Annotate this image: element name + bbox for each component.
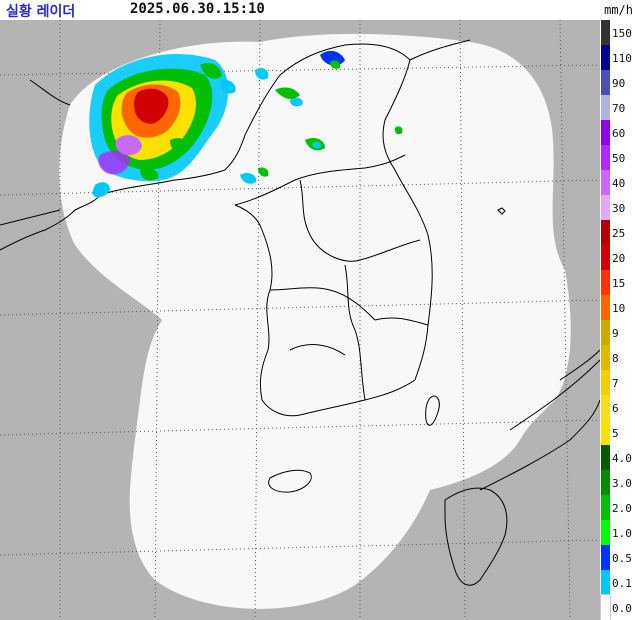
legend-label: 0.1 — [612, 576, 632, 590]
legend-swatch — [601, 320, 610, 345]
legend-swatch — [601, 220, 610, 245]
legend-label: 25 — [612, 226, 626, 240]
legend-swatch — [601, 195, 610, 220]
legend-swatch — [601, 495, 610, 520]
legend-swatch — [601, 145, 610, 170]
legend-swatch — [601, 270, 610, 295]
legend-label: 50 — [612, 151, 626, 165]
legend-swatch — [601, 245, 610, 270]
legend-swatch — [601, 120, 610, 145]
legend-label: 6 — [612, 401, 619, 415]
legend-label: 4.0 — [612, 451, 632, 465]
legend-label: 0.5 — [612, 551, 632, 565]
graticule — [0, 20, 600, 620]
legend-swatch — [601, 370, 610, 395]
legend-label: 20 — [612, 251, 626, 265]
legend-swatch — [601, 170, 610, 195]
legend-label: 1.0 — [612, 526, 632, 540]
radar-coverage-area — [59, 33, 571, 609]
legend-label: 9 — [612, 326, 619, 340]
legend-label: 2.0 — [612, 501, 632, 515]
legend-label: 90 — [612, 76, 626, 90]
radar-map — [0, 20, 600, 620]
precipitation-legend: 150 110 90 70 60 50 40 30 25 20 15 10 9 8 7 6 5 4.0 3.0 2.0… — [600, 20, 635, 620]
legend-swatch — [601, 20, 610, 45]
legend-swatch — [601, 95, 610, 120]
legend-label: 15 — [612, 276, 626, 290]
legend-label: 3.0 — [612, 476, 632, 490]
legend-swatch — [601, 420, 610, 445]
legend-label: 5 — [612, 426, 619, 440]
legend-swatch — [601, 395, 610, 420]
legend-swatch — [600, 594, 611, 620]
legend-label: 10 — [612, 301, 626, 315]
precipitation-echoes — [89, 50, 403, 198]
coastline-borders — [0, 39, 600, 586]
legend-swatch — [601, 445, 610, 470]
legend-label: 110 — [612, 51, 632, 65]
legend-label: 40 — [612, 176, 626, 190]
legend-swatch — [601, 470, 610, 495]
legend-label: 70 — [612, 101, 626, 115]
legend-swatch — [601, 295, 610, 320]
legend-label: 0.0 — [612, 601, 632, 615]
legend-label: 150 — [612, 26, 632, 40]
observation-timestamp: 2025.06.30.15:10 — [130, 1, 265, 17]
legend-swatch — [601, 70, 610, 95]
legend-label: 8 — [612, 351, 619, 365]
legend-label: 60 — [612, 126, 626, 140]
legend-swatch — [601, 545, 610, 570]
legend-label: 7 — [612, 376, 619, 390]
header: 실황 레이더 2025.06.30.15:10 mm/h — [0, 0, 635, 20]
jeju-island — [268, 469, 312, 493]
legend-label: 30 — [612, 201, 626, 215]
legend-swatch — [601, 45, 610, 70]
echo-severe — [134, 88, 169, 124]
map-title: 실황 레이더 — [6, 4, 76, 20]
legend-swatch — [601, 520, 610, 545]
legend-unit: mm/h — [604, 3, 633, 17]
legend-swatch — [601, 570, 610, 595]
legend-swatch — [601, 345, 610, 370]
